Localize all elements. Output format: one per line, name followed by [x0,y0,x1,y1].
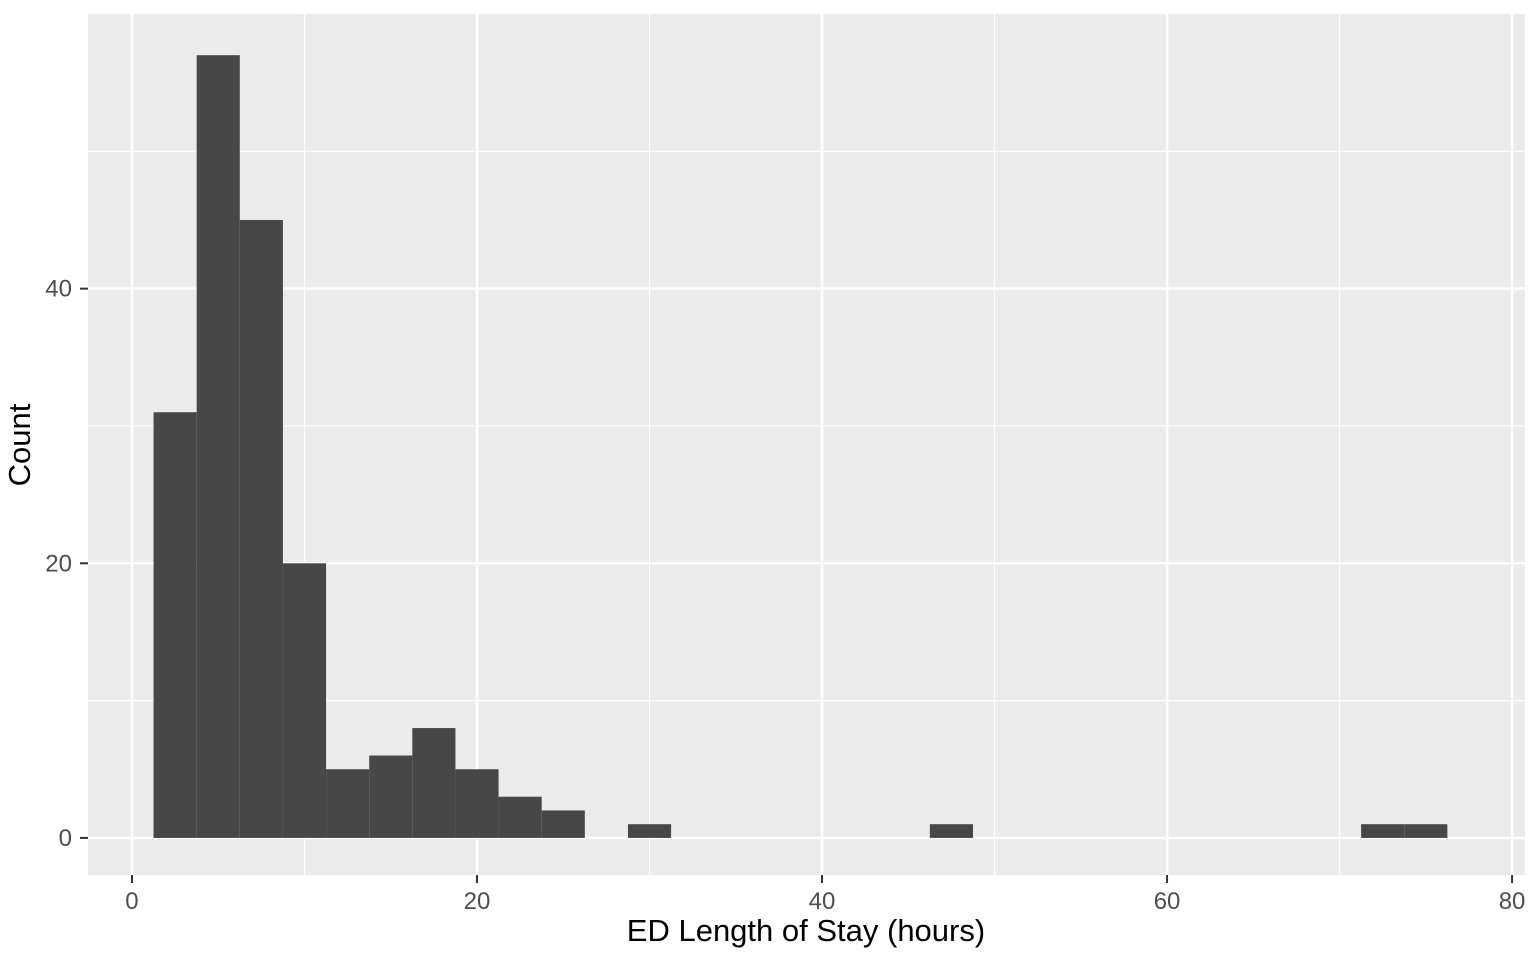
plot-panel [88,14,1525,875]
histogram-bar [326,769,370,838]
histogram-bar [369,755,413,838]
y-tick-label: 0 [59,825,72,852]
histogram-bar [412,728,456,838]
histogram-bar [196,55,240,838]
x-tick-label: 20 [464,888,491,915]
histogram-bar [239,219,283,838]
histogram-bar [627,824,672,838]
histogram-bar [1404,824,1448,838]
chart-layers: 0 20 40 60 80 0 20 40 [45,14,1525,915]
x-tick-label: 40 [809,888,836,915]
histogram-bar [282,563,327,838]
histogram-bar [153,412,197,838]
histogram-bar [1361,824,1405,838]
x-tick-label: 80 [1499,888,1526,915]
histogram-bar [498,796,542,838]
histogram-bar [929,824,973,838]
y-tick-label: 40 [45,276,72,303]
x-tick-label: 0 [125,888,138,915]
histogram-bar [541,810,585,838]
y-tick-label: 20 [45,550,72,577]
x-axis-title: ED Length of Stay (hours) [627,913,985,948]
x-tick-label: 60 [1154,888,1181,915]
histogram-bar [455,769,499,838]
y-axis-title: Count [2,403,37,486]
